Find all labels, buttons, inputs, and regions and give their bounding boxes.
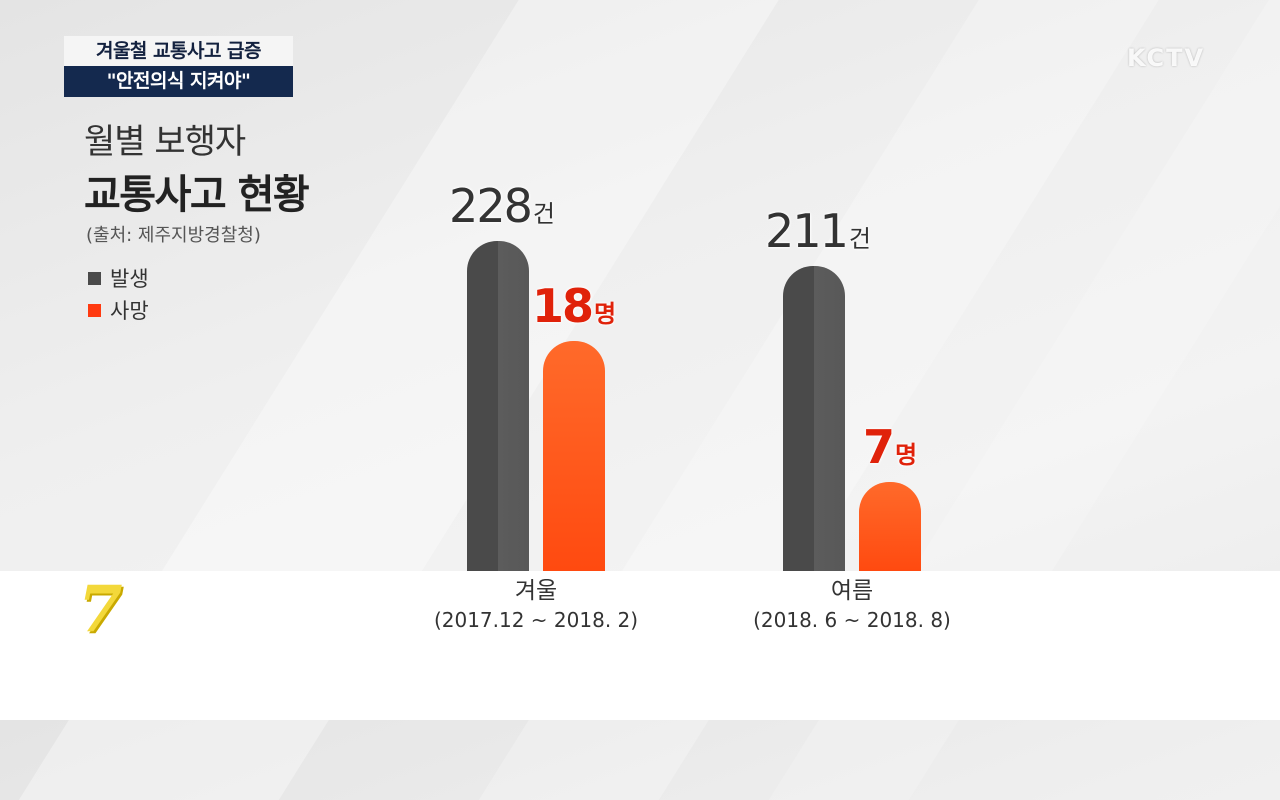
broadcaster-logo: KCTV xyxy=(1127,44,1206,72)
category-name: 여름 xyxy=(830,578,874,604)
data-label-unit: 건 xyxy=(532,200,555,228)
bar-incident xyxy=(783,266,845,571)
legend-label-incident: 발생 xyxy=(110,267,149,291)
bar-death xyxy=(543,341,605,571)
headline-line2: "안전의식 지켜야" xyxy=(64,66,293,97)
data-label-unit: 명 xyxy=(593,300,617,328)
news-headline: 겨울철 교통사고 급증 "안전의식 지켜야" xyxy=(64,36,293,97)
legend-swatch-incident xyxy=(88,271,101,285)
category-label: 여름 (2018. 6 ~ 2018. 8) xyxy=(742,576,962,634)
data-label-unit: 명 xyxy=(894,441,918,469)
data-label-death: 18명 xyxy=(504,279,644,333)
data-label-value: 18 xyxy=(531,279,594,333)
legend-item-death: 사망 xyxy=(88,294,149,326)
bottom-band xyxy=(0,571,1280,720)
data-label-value: 211 xyxy=(765,204,849,258)
legend: 발생 사망 xyxy=(88,262,149,326)
legend-swatch-death xyxy=(88,303,101,317)
category-name: 겨울 xyxy=(514,578,558,604)
bar-incident xyxy=(467,241,529,571)
program-logo: 7 xyxy=(78,572,123,647)
category-label: 겨울 (2017.12 ~ 2018. 2) xyxy=(426,576,646,634)
headline-line1: 겨울철 교통사고 급증 xyxy=(64,36,293,66)
category-range: (2017.12 ~ 2018. 2) xyxy=(433,608,639,632)
legend-label-death: 사망 xyxy=(110,299,149,323)
chart-title-line1: 월별 보행자 xyxy=(84,122,246,162)
chart-title-line2: 교통사고 현황 xyxy=(84,172,310,218)
data-label-value: 228 xyxy=(449,179,533,233)
data-label-value: 7 xyxy=(862,420,895,474)
bar-death xyxy=(859,482,921,571)
data-label-incident: 211건 xyxy=(748,204,888,258)
bar-chart: 228건 18명 211건 7명 xyxy=(432,179,960,571)
data-label-unit: 건 xyxy=(848,225,871,253)
category-range: (2018. 6 ~ 2018. 8) xyxy=(753,608,951,632)
data-source: (출처: 제주지방경찰청) xyxy=(86,225,261,246)
legend-item-incident: 발생 xyxy=(88,262,149,294)
data-label-incident: 228건 xyxy=(432,179,572,233)
data-label-death: 7명 xyxy=(820,420,960,474)
